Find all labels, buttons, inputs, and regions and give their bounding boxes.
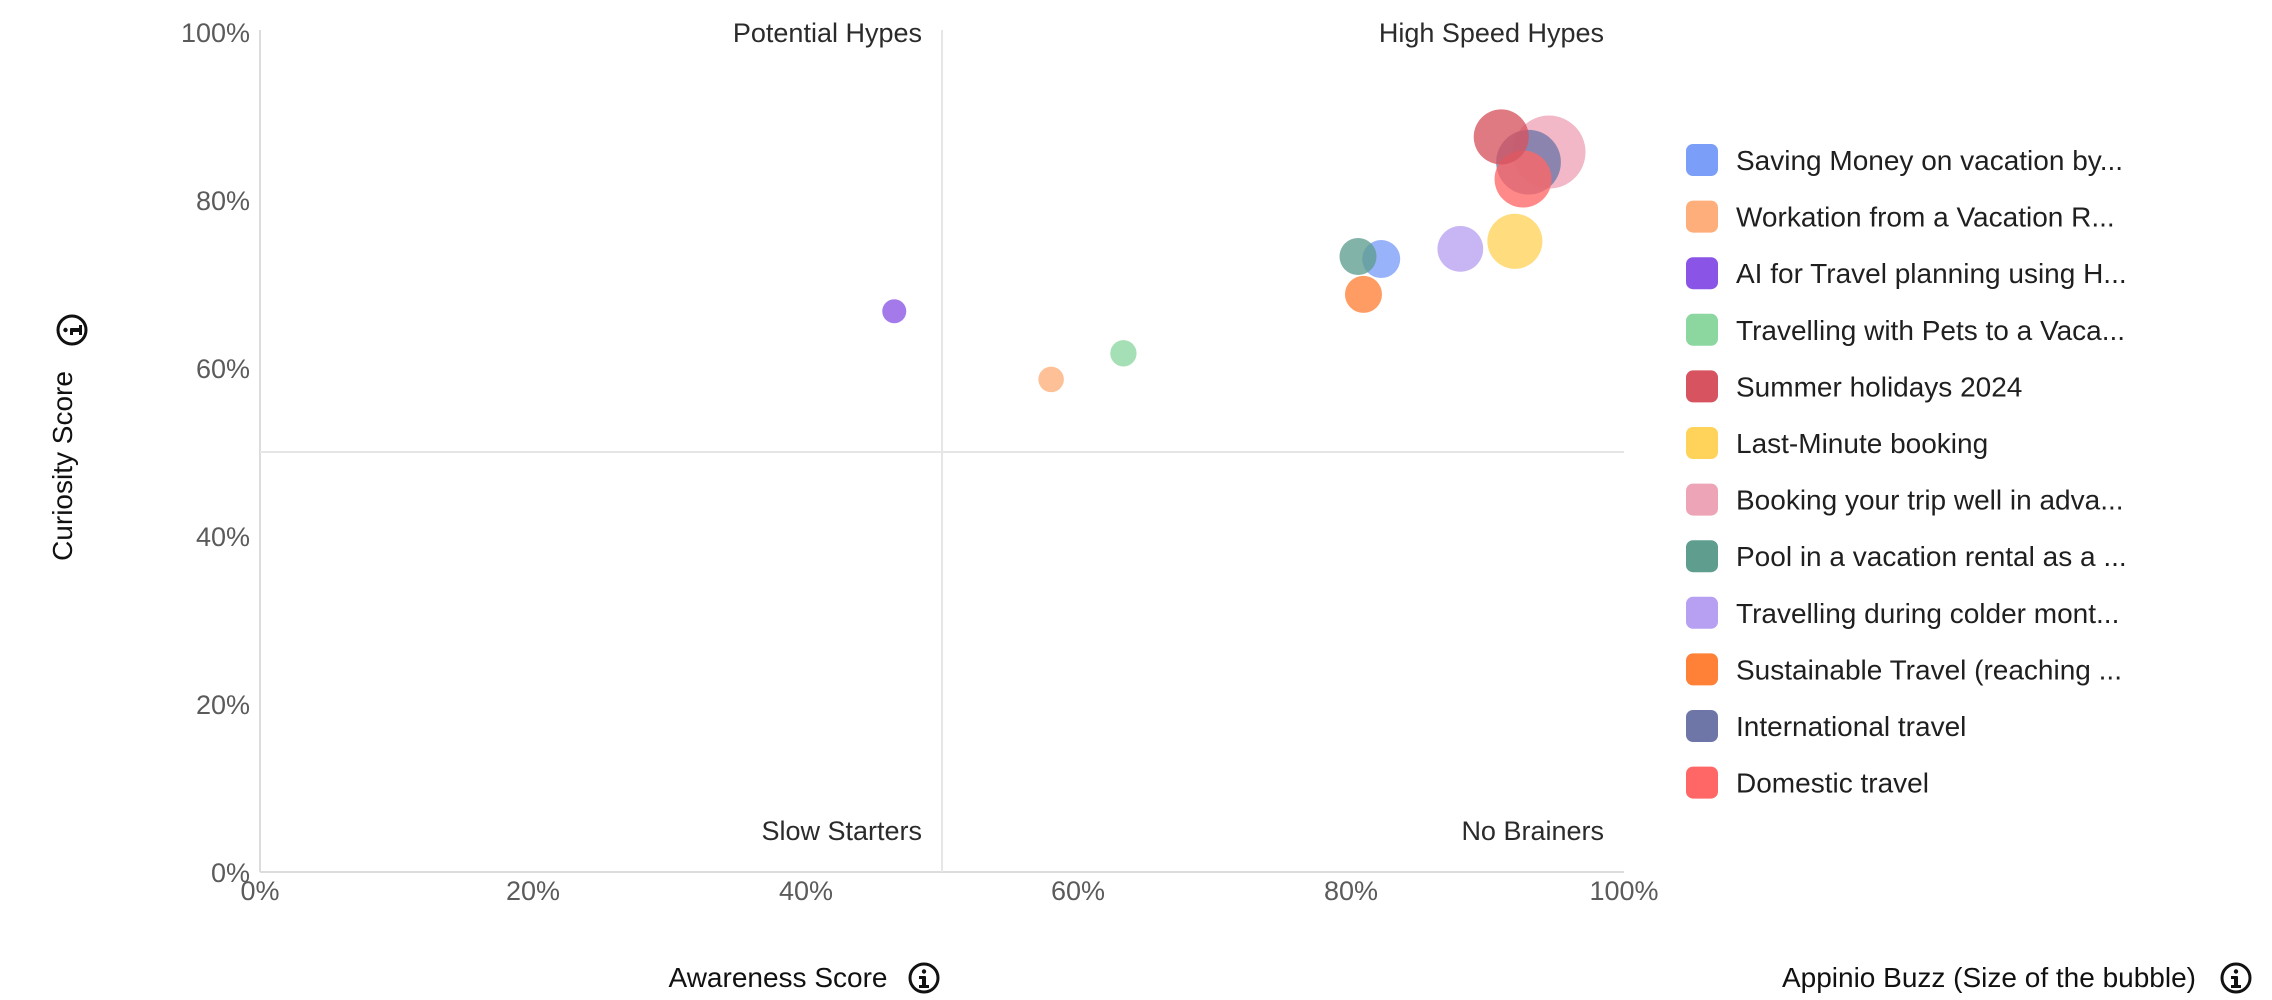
- y-tick-label: 60%: [196, 354, 250, 384]
- legend-swatch: [1686, 313, 1718, 346]
- bubble-point[interactable]: [1038, 366, 1064, 393]
- bubble-point[interactable]: [1437, 226, 1484, 272]
- legend-swatch: [1686, 540, 1718, 573]
- x-tick-label: 80%: [1324, 876, 1378, 906]
- legend-item[interactable]: Saving Money on vacation by...: [1686, 144, 2123, 176]
- x-tick-label: 20%: [506, 876, 560, 906]
- quadrant-label-bottom-left: Slow Starters: [761, 816, 922, 846]
- y-tick-label: 20%: [196, 690, 250, 720]
- y-tick-label: 0%: [211, 858, 250, 888]
- x-tick-label: 100%: [1589, 876, 1658, 906]
- legend-label: Travelling with Pets to a Vaca...: [1736, 315, 2125, 346]
- legend-item[interactable]: Domestic travel: [1686, 766, 1929, 799]
- legend-label: Sustainable Travel (reaching ...: [1736, 654, 2122, 685]
- legend-swatch: [1686, 653, 1718, 686]
- size-info-icon[interactable]: [2220, 962, 2252, 994]
- x-axis-title: Awareness Score: [669, 962, 888, 993]
- bubble-layer: [882, 109, 1586, 393]
- legend-item[interactable]: Travelling with Pets to a Vaca...: [1686, 313, 2125, 346]
- legend-item[interactable]: Workation from a Vacation R...: [1686, 200, 2115, 233]
- bubble-point[interactable]: [1110, 340, 1137, 367]
- legend-label: International travel: [1736, 711, 1966, 742]
- legend-label: AI for Travel planning using H...: [1736, 258, 2127, 289]
- legend-label: Saving Money on vacation by...: [1736, 145, 2123, 176]
- legend-swatch: [1686, 710, 1718, 742]
- legend-label: Booking your trip well in adva...: [1736, 485, 2124, 516]
- legend-label: Travelling during colder mont...: [1736, 598, 2119, 629]
- legend-label: Pool in a vacation rental as a ...: [1736, 541, 2127, 572]
- x-tick-label: 40%: [779, 876, 833, 906]
- x-axis-info-icon[interactable]: [908, 962, 940, 994]
- bubble-point[interactable]: [1339, 237, 1377, 276]
- legend-swatch: [1686, 483, 1718, 516]
- y-axis-title: Curiosity Score: [47, 371, 78, 561]
- legend-swatch: [1686, 144, 1718, 176]
- legend-swatch: [1686, 200, 1718, 233]
- legend-swatch: [1686, 427, 1718, 459]
- legend-swatch: [1686, 257, 1718, 290]
- bubble-point[interactable]: [882, 299, 907, 324]
- legend-item[interactable]: Last-Minute booking: [1686, 427, 1988, 459]
- legend-item[interactable]: Summer holidays 2024: [1686, 370, 2022, 403]
- bubble-point[interactable]: [1344, 275, 1382, 313]
- legend-label: Workation from a Vacation R...: [1736, 202, 2115, 233]
- quadrant-label-bottom-right: No Brainers: [1461, 816, 1604, 846]
- y-tick-label: 100%: [181, 18, 250, 48]
- bubble-point[interactable]: [1494, 150, 1552, 208]
- y-tick-label: 80%: [196, 186, 250, 216]
- y-axis-info-icon[interactable]: [56, 314, 88, 346]
- legend-label: Last-Minute booking: [1736, 428, 1988, 459]
- legend-item[interactable]: Travelling during colder mont...: [1686, 596, 2119, 629]
- x-tick-label: 60%: [1051, 876, 1105, 906]
- bubble-point[interactable]: [1487, 213, 1543, 269]
- legend-item[interactable]: Booking your trip well in adva...: [1686, 483, 2124, 516]
- legend-label: Domestic travel: [1736, 768, 1929, 799]
- quadrant-label-top-right: High Speed Hypes: [1379, 18, 1604, 48]
- legend-item[interactable]: AI for Travel planning using H...: [1686, 257, 2127, 290]
- y-tick-label: 40%: [196, 522, 250, 552]
- legend-label: Summer holidays 2024: [1736, 371, 2022, 402]
- legend-swatch: [1686, 596, 1718, 629]
- legend-item[interactable]: Sustainable Travel (reaching ...: [1686, 653, 2122, 686]
- legend-item[interactable]: Pool in a vacation rental as a ...: [1686, 540, 2127, 573]
- legend: Saving Money on vacation by... Workation …: [1686, 144, 2127, 799]
- legend-item[interactable]: International travel: [1686, 710, 1966, 742]
- x-tick-label: 0%: [240, 876, 279, 906]
- size-legend-title: Appinio Buzz (Size of the bubble): [1782, 962, 2196, 993]
- quadrant-label-top-left: Potential Hypes: [733, 18, 922, 48]
- bubble-point[interactable]: [1473, 109, 1529, 165]
- legend-swatch: [1686, 766, 1718, 799]
- legend-swatch: [1686, 370, 1718, 403]
